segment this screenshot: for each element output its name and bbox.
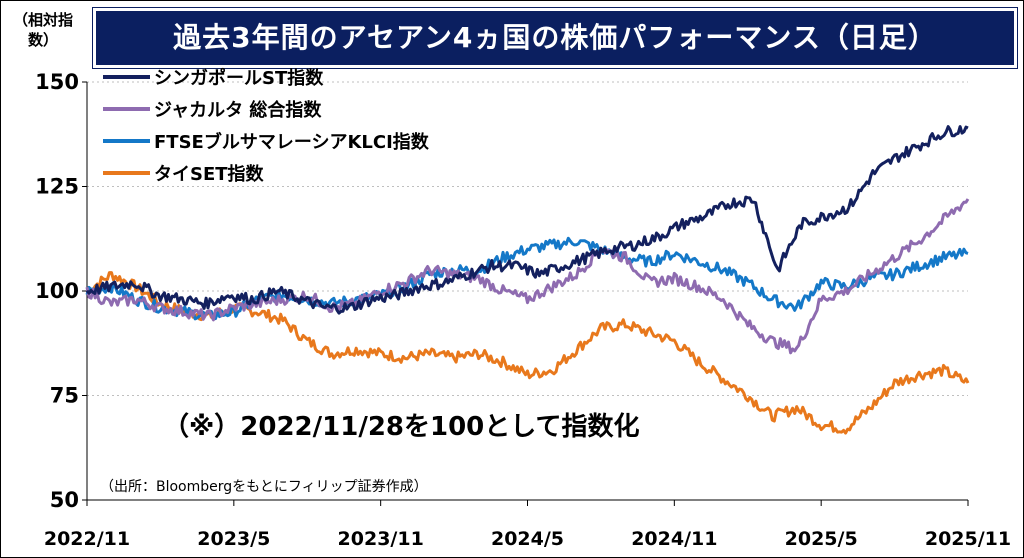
axes: 50 75 100 125 150 2022/11 2023/5 2023/11 2024/5 2… [35,70,1011,550]
y-tick-label: 75 [50,384,79,408]
legend-label: タイSET指数 [154,163,265,185]
series-line-2 [85,236,969,321]
y-tick-label: 125 [35,175,79,199]
source-caption: （出所：Bloombergをもとにフィリップ証券作成） [100,479,428,495]
x-tick-label: 2025/5 [785,528,858,550]
x-tick-label: 2023/5 [197,528,270,550]
x-tick-label: 2023/11 [338,528,424,550]
chart-title: 過去3年間のアセアン4ヵ国の株価パフォーマンス（日足） [92,7,1018,69]
chart-annotation: （※）2022/11/28を100として指数化 [163,412,640,442]
series-line-1 [85,198,970,355]
x-tick-label: 2024/11 [631,528,717,550]
x-tick-label: 2024/5 [491,528,564,550]
series-line-0 [85,125,969,315]
grid-lines [87,81,968,396]
legend-label: ジャカルタ 総合指数 [154,99,322,121]
y-axis-unit-label: （相対指数） [12,11,73,49]
legend-label: シンガポールST指数 [154,67,324,89]
y-tick-label: 100 [35,279,79,303]
x-tick-label: 2022/11 [44,528,130,550]
y-tick-label: 50 [50,488,79,512]
legend-label: FTSEブルサマレーシアKLCI指数 [154,131,430,153]
y-tick-label: 150 [35,70,79,94]
series-lines [85,125,970,435]
x-tick-label: 2025/11 [925,528,1011,550]
